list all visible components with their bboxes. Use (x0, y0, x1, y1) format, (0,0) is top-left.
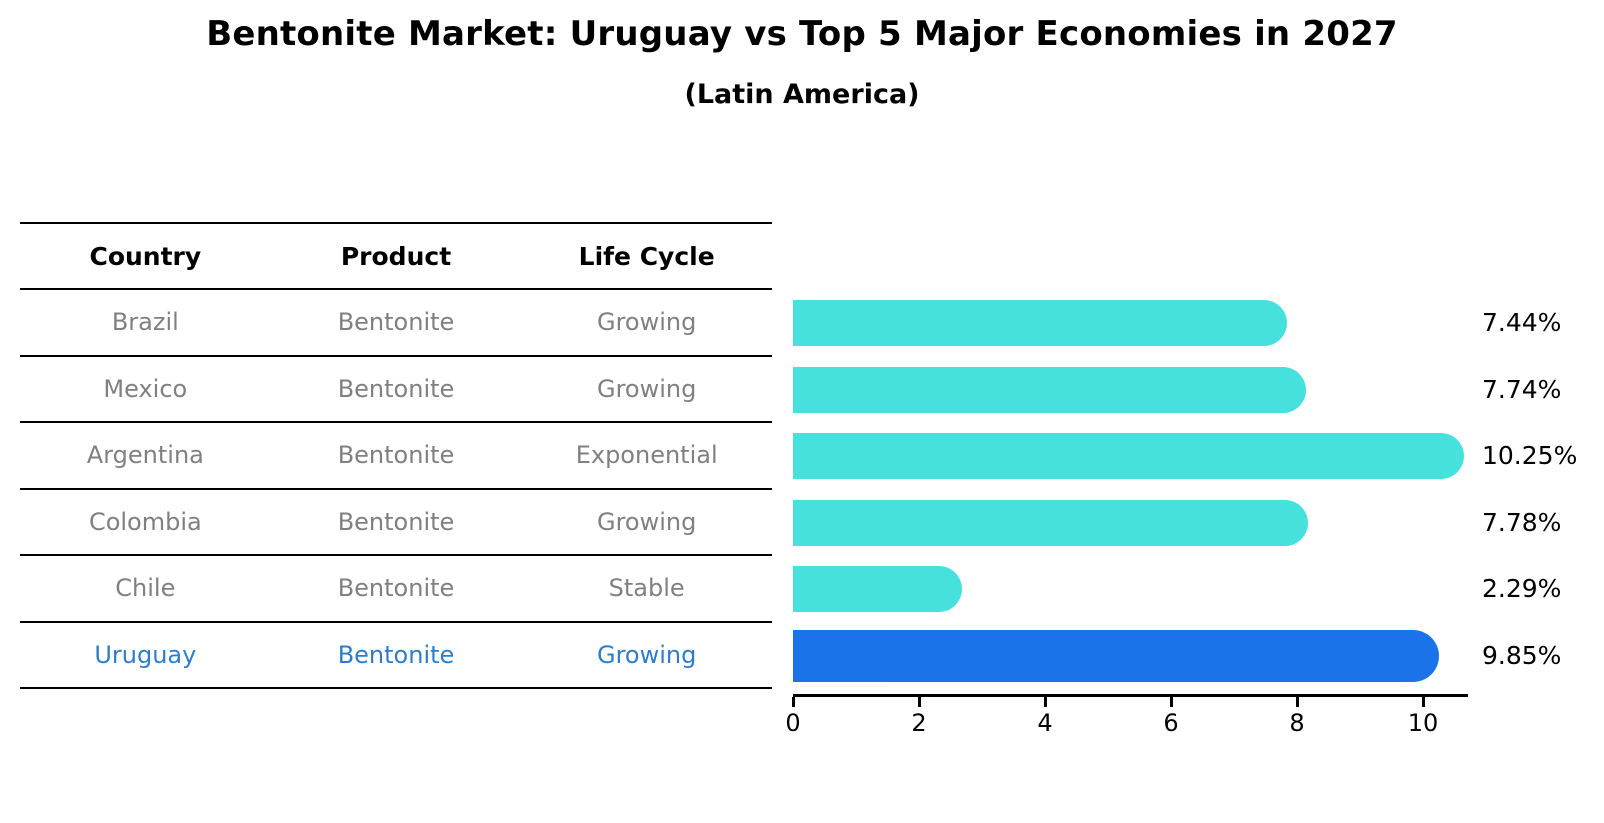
cell-product: Bentonite (337, 308, 455, 337)
value-label-mexico: 7.74% (1482, 374, 1562, 404)
bar-uruguay (793, 629, 1439, 682)
cell-country: Brazil (111, 308, 179, 337)
x-tick-mark-2 (917, 697, 921, 707)
cell-country: Chile (115, 574, 176, 603)
table-row-argentina: Argentina Bentonite Exponential (20, 423, 772, 490)
cell-life-cycle: Exponential (575, 441, 718, 470)
value-label-brazil: 7.44% (1482, 308, 1562, 338)
table-row-uruguay: Uruguay Bentonite Growing (20, 623, 772, 689)
table-row-colombia: Colombia Bentonite Growing (20, 490, 772, 556)
cell-life-cycle: Growing (596, 374, 697, 403)
bar-chile (793, 566, 963, 613)
header-life-cycle: Life Cycle (578, 241, 715, 271)
table-row-mexico: Mexico Bentonite Growing (20, 357, 772, 423)
cell-country: Colombia (88, 507, 202, 536)
x-tick-mark-0 (791, 697, 795, 707)
x-tick-label-4: 4 (1037, 709, 1053, 737)
bar-brazil (793, 300, 1287, 347)
value-label-colombia: 7.78% (1482, 507, 1562, 537)
x-tick-mark-10 (1421, 697, 1425, 707)
x-tick-label-10: 10 (1407, 709, 1439, 737)
cell-product: Bentonite (337, 574, 455, 603)
cell-country: Argentina (86, 441, 204, 470)
cell-life-cycle: Growing (596, 507, 697, 536)
x-axis-line (793, 694, 1468, 697)
header-product: Product (340, 241, 452, 271)
x-tick-label-2: 2 (911, 709, 927, 737)
page-title: Bentonite Market: Uruguay vs Top 5 Major… (206, 14, 1398, 54)
table-row-brazil: Brazil Bentonite Growing (20, 290, 772, 357)
value-label-uruguay: 9.85% (1482, 640, 1562, 670)
country-table: Country Product Life Cycle Brazil Bentoni… (20, 222, 772, 689)
table-row-chile: Chile Bentonite Stable (20, 556, 772, 623)
cell-product: Bentonite (337, 640, 455, 669)
cell-product: Bentonite (337, 374, 455, 403)
bar-argentina (793, 433, 1464, 480)
x-tick-mark-8 (1295, 697, 1299, 707)
cell-life-cycle: Growing (596, 308, 697, 337)
x-tick-mark-6 (1169, 697, 1173, 707)
cell-life-cycle: Stable (608, 574, 685, 603)
x-tick-mark-4 (1043, 697, 1047, 707)
value-label-chile: 2.29% (1482, 574, 1562, 604)
cell-country: Uruguay (94, 640, 197, 669)
table-body: Brazil Bentonite Growing Mexico Bentonite Gro… (20, 290, 772, 689)
page-subtitle: (Latin America) (684, 79, 920, 110)
x-tick-label-6: 6 (1163, 709, 1179, 737)
cell-life-cycle: Growing (596, 640, 697, 669)
value-label-argentina: 10.25% (1482, 441, 1578, 471)
x-tick-label-8: 8 (1289, 709, 1305, 737)
header-country: Country (89, 241, 202, 271)
table-header-row: Country Product Life Cycle (20, 222, 772, 290)
cell-product: Bentonite (337, 441, 455, 470)
bar-colombia (793, 499, 1309, 546)
cell-product: Bentonite (337, 507, 455, 536)
x-tick-label-0: 0 (785, 709, 801, 737)
bar-mexico (793, 366, 1306, 413)
cell-country: Mexico (103, 374, 188, 403)
